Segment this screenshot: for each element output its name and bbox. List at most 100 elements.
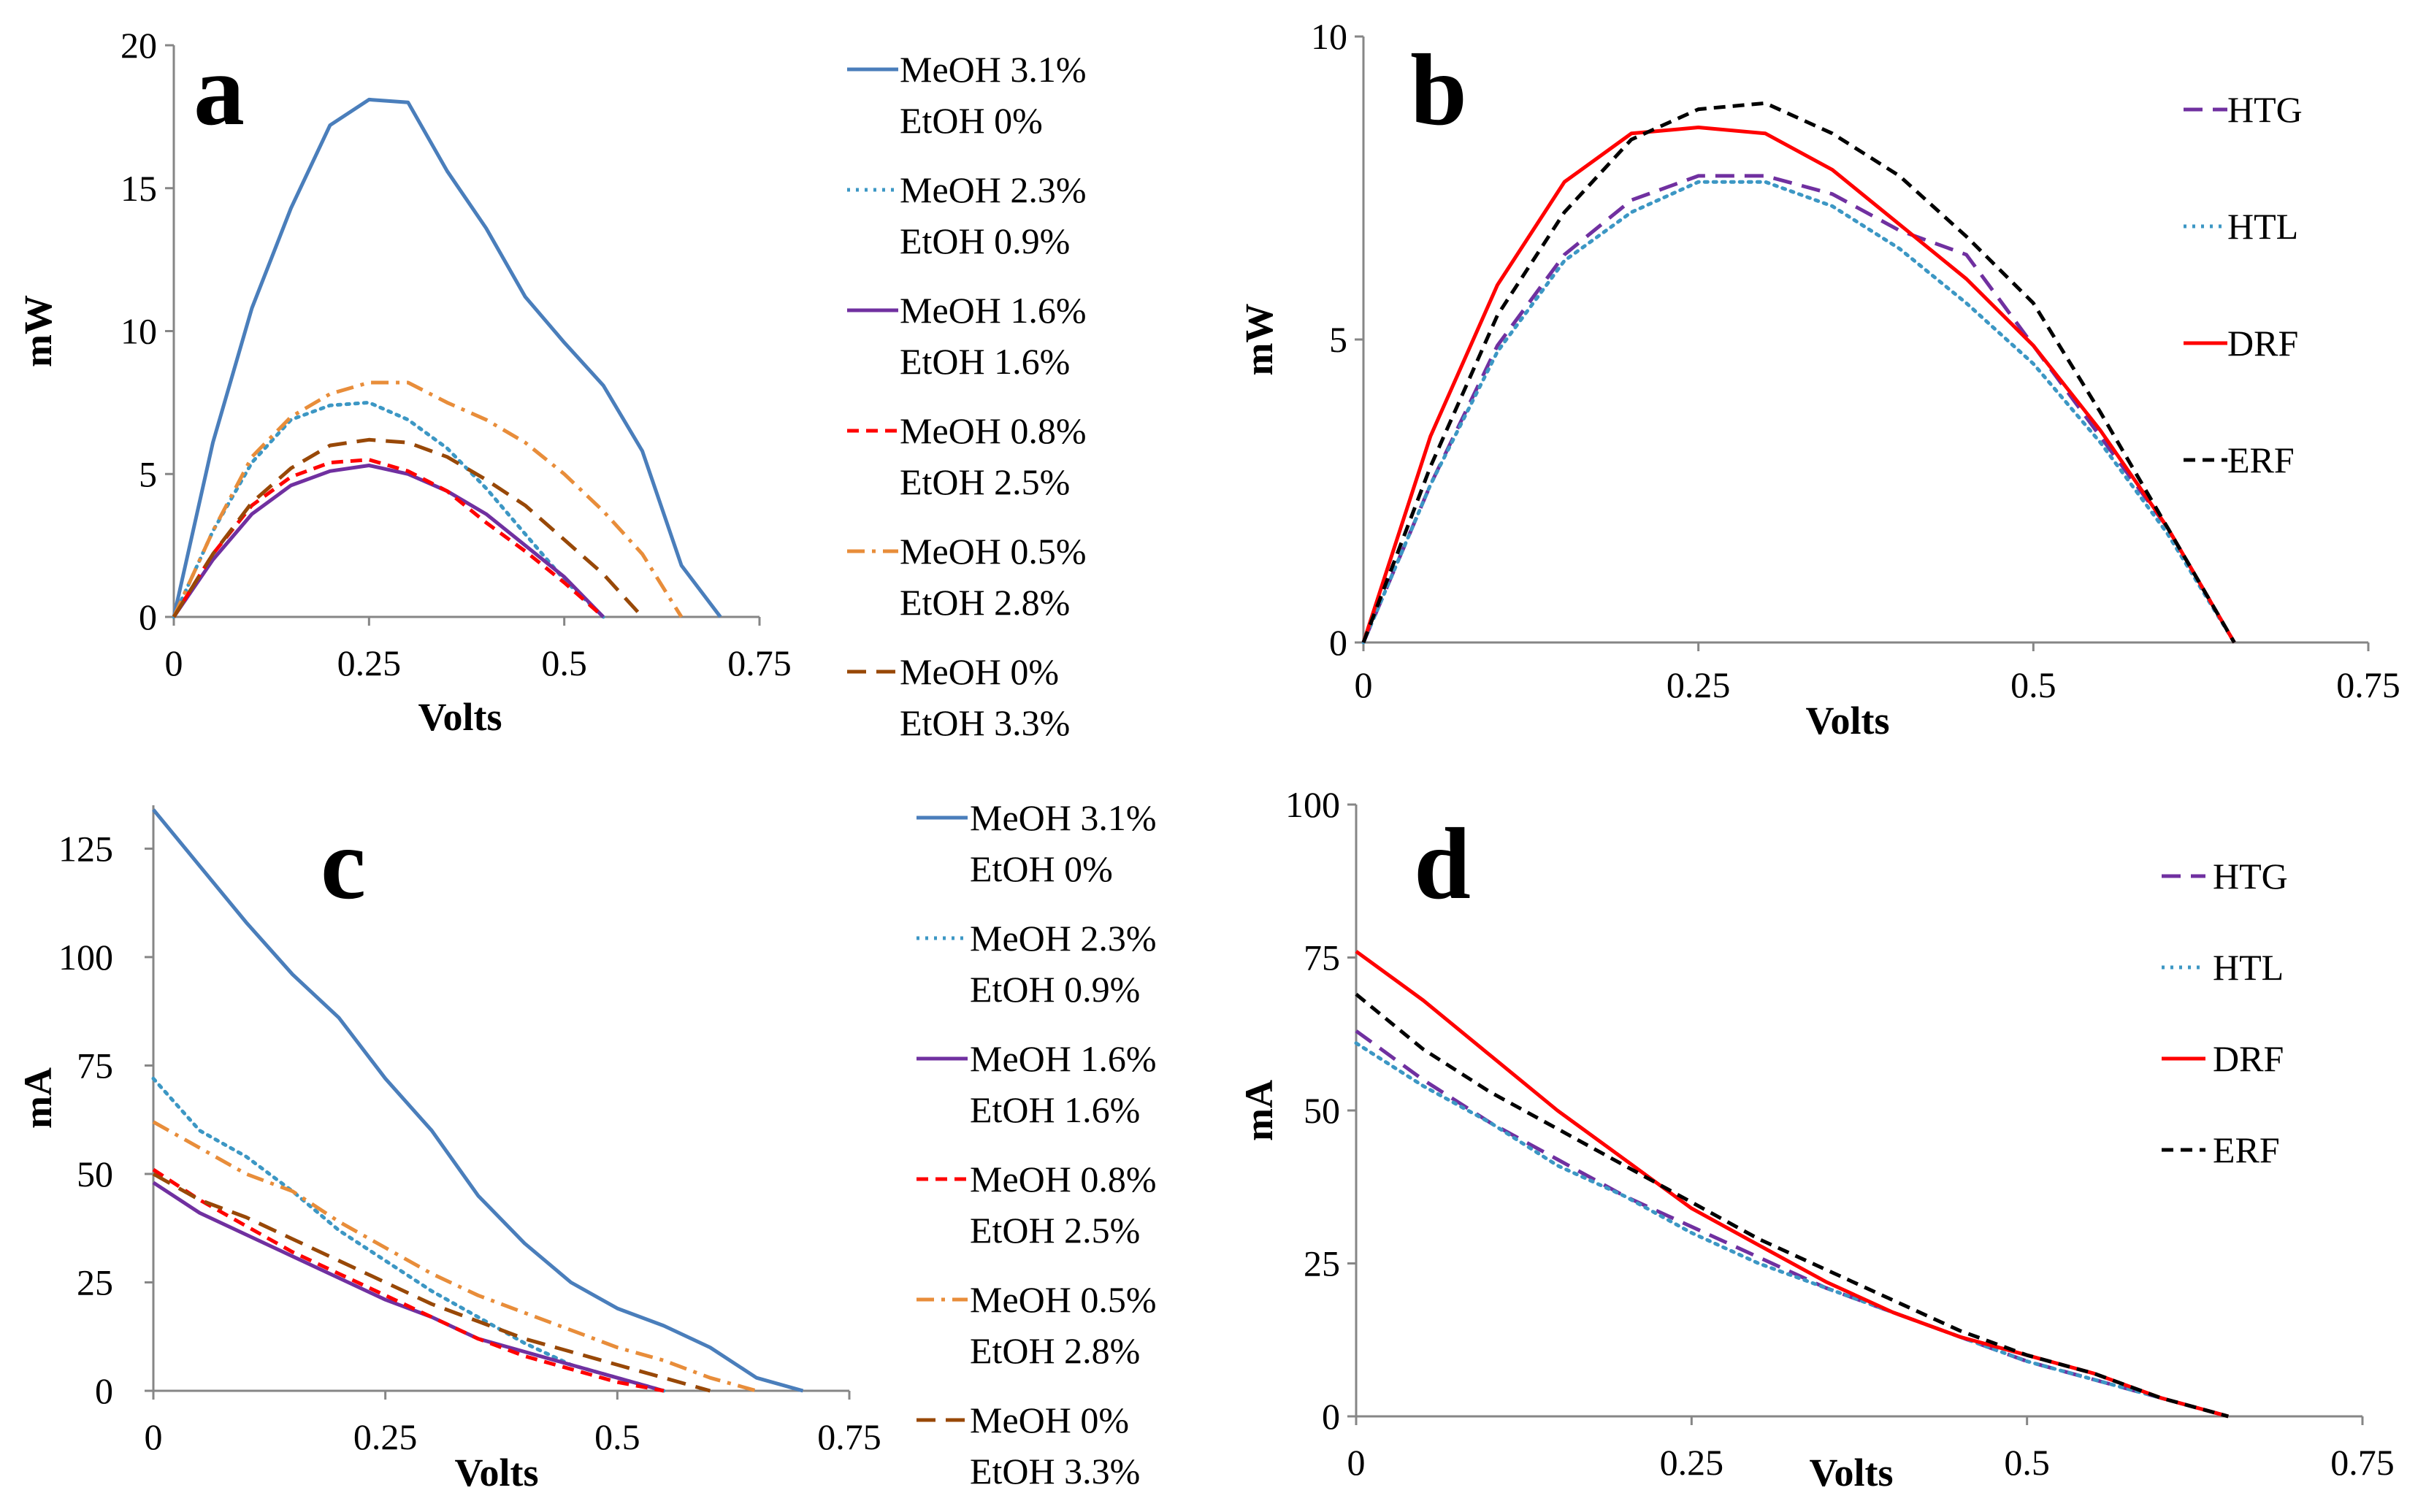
x-tick-label: 0.75: [817, 1416, 881, 1457]
series-line-meoh23: [172, 400, 605, 619]
x-tick-label: 0.5: [594, 1416, 640, 1457]
series-line-meoh08: [152, 1167, 665, 1393]
legend-label: MeOH 3.1%: [970, 797, 1157, 838]
x-tick-label: 0.25: [1660, 1442, 1724, 1483]
y-tick-label: 75: [1304, 937, 1340, 978]
x-tick-label: 0.25: [337, 642, 402, 683]
legend-label-line2: EtOH 2.5%: [970, 1210, 1140, 1251]
series-line-meoh31: [152, 808, 804, 1393]
series-line-ERF: [1355, 992, 2229, 1419]
series-line-meoh08: [172, 458, 605, 618]
x-tick-label: 0.25: [353, 1416, 418, 1457]
legend-label: DRF: [2227, 323, 2298, 364]
legend-label: MeOH 3.1%: [900, 49, 1087, 90]
legend-label: MeOH 0.8%: [900, 410, 1087, 451]
legend-label-line2: EtOH 1.6%: [970, 1089, 1140, 1130]
series-line-meoh31: [172, 97, 722, 618]
legend-label-line2: EtOH 1.6%: [900, 341, 1070, 382]
panel-label: a: [194, 34, 245, 147]
x-tick-label: 0.75: [2330, 1442, 2395, 1483]
panel-label: d: [1414, 807, 1471, 921]
x-tick-label: 0.5: [541, 642, 587, 683]
x-tick-label: 0.25: [1667, 664, 1731, 705]
legend-label: ERF: [2213, 1129, 2280, 1170]
y-tick-label: 100: [58, 937, 113, 978]
chart-panel-b: 0 5 10 0 0.25 0.5 0.75 Volts mW b HTG HTL DRF ERF: [1237, 16, 2400, 742]
series-line-meoh05: [152, 1120, 757, 1393]
legend-label: MeOH 0%: [970, 1400, 1129, 1440]
legend-label: MeOH 0%: [900, 651, 1059, 692]
series-line-meoh16: [172, 464, 605, 618]
y-tick-label: 5: [139, 453, 157, 494]
series-line-meoh0: [152, 1172, 711, 1393]
y-axis-title: mW: [16, 295, 60, 367]
y-tick-label: 25: [77, 1262, 113, 1302]
y-axis-title: mA: [1237, 1080, 1281, 1141]
y-tick-label: 15: [120, 168, 157, 209]
legend-label: MeOH 0.8%: [970, 1159, 1157, 1200]
y-tick-label: 0: [139, 596, 157, 637]
x-tick-label: 0: [1355, 664, 1373, 705]
legend-label: MeOH 1.6%: [970, 1038, 1157, 1079]
series-line-meoh16: [152, 1181, 665, 1393]
y-tick-label: 20: [120, 25, 157, 66]
y-axis-title: mA: [16, 1067, 60, 1129]
legend-label: HTL: [2213, 947, 2284, 988]
panel-label: c: [321, 807, 366, 921]
legend-label: MeOH 0.5%: [970, 1279, 1157, 1320]
series-line-HTG: [1361, 174, 2236, 644]
legend-label: ERF: [2227, 440, 2295, 480]
x-tick-label: 0: [165, 642, 183, 683]
series-line-meoh05: [172, 380, 684, 618]
legend-label-line2: EtOH 0%: [900, 100, 1043, 141]
legend-label-line2: EtOH 3.3%: [900, 702, 1070, 743]
legend-label-line2: EtOH 0.9%: [900, 220, 1070, 261]
y-axis-title: mW: [1237, 304, 1281, 376]
x-tick-label: 0.5: [2010, 664, 2056, 705]
y-tick-label: 100: [1285, 784, 1340, 825]
x-tick-label: 0.5: [2004, 1442, 2050, 1483]
legend-label: DRF: [2213, 1038, 2284, 1079]
y-tick-label: 10: [1311, 16, 1347, 57]
y-tick-label: 0: [1329, 622, 1347, 663]
legend-label: HTG: [2213, 856, 2288, 897]
series-line-DRF: [1355, 950, 2229, 1419]
legend-label: MeOH 2.3%: [900, 169, 1087, 210]
series-line-HTL: [1361, 180, 2236, 645]
x-tick-label: 0.75: [727, 642, 792, 683]
y-tick-label: 50: [77, 1154, 113, 1194]
y-tick-label: 50: [1304, 1090, 1340, 1131]
series-line-meoh23: [151, 1076, 666, 1393]
x-tick-label: 0: [145, 1416, 163, 1457]
legend-label-line2: EtOH 0.9%: [970, 969, 1140, 1010]
chart-panel-d: 0 25 50 75 100 0 0.25 0.5 0.75 Volts mA d HTG HTL DRF E…: [1237, 784, 2395, 1494]
x-axis-title: Volts: [418, 695, 502, 739]
x-axis-title: Volts: [1805, 699, 1889, 742]
y-tick-label: 0: [95, 1370, 113, 1411]
y-tick-label: 10: [120, 311, 157, 352]
y-tick-label: 25: [1304, 1243, 1340, 1284]
legend-label-line2: EtOH 2.8%: [970, 1330, 1140, 1371]
legend-label-line2: EtOH 2.5%: [900, 461, 1070, 502]
chart-panel-c: 0 25 50 75 100 125 0 0.25 0.5 0.75 Volts mA c MeOH 3.…: [16, 797, 1157, 1494]
series-line-HTL: [1354, 1041, 2230, 1419]
x-tick-label: 0: [1347, 1442, 1366, 1483]
series-line-DRF: [1361, 126, 2236, 644]
panel-label: b: [1410, 34, 1467, 147]
y-tick-label: 125: [58, 828, 113, 869]
y-tick-label: 0: [1322, 1396, 1340, 1437]
legend-label: MeOH 1.6%: [900, 290, 1087, 331]
y-tick-label: 75: [77, 1045, 113, 1086]
series-line-ERF: [1361, 101, 2236, 644]
series-line-meoh0: [172, 437, 644, 618]
legend-label: MeOH 2.3%: [970, 918, 1157, 959]
y-tick-label: 5: [1329, 319, 1347, 360]
x-axis-title: Volts: [454, 1451, 538, 1494]
x-tick-label: 0.75: [2336, 664, 2400, 705]
legend-label-line2: EtOH 2.8%: [900, 582, 1070, 623]
legend-label: MeOH 0.5%: [900, 531, 1087, 572]
legend-label: HTG: [2227, 89, 2303, 130]
legend-label: HTL: [2227, 206, 2298, 247]
x-axis-title: Volts: [1809, 1451, 1893, 1494]
